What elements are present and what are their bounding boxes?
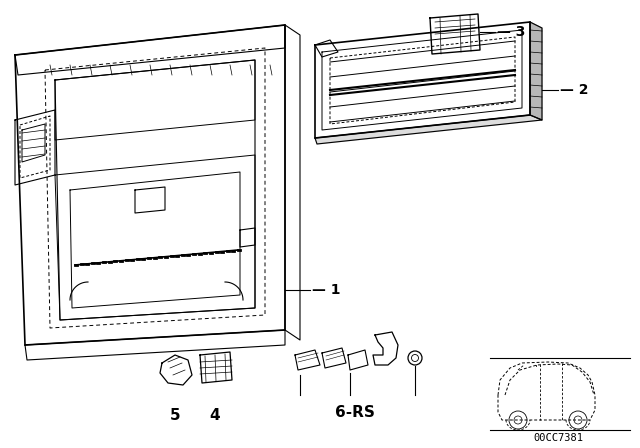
Text: — 2: — 2 [560,83,589,97]
Text: — 1: — 1 [312,283,340,297]
Text: 00CC7381: 00CC7381 [533,433,583,443]
Text: 4: 4 [210,408,220,422]
Polygon shape [315,115,542,144]
Text: — 3: — 3 [497,25,525,39]
Text: 5: 5 [170,408,180,422]
Polygon shape [530,22,542,120]
Text: 6-RS: 6-RS [335,405,375,419]
